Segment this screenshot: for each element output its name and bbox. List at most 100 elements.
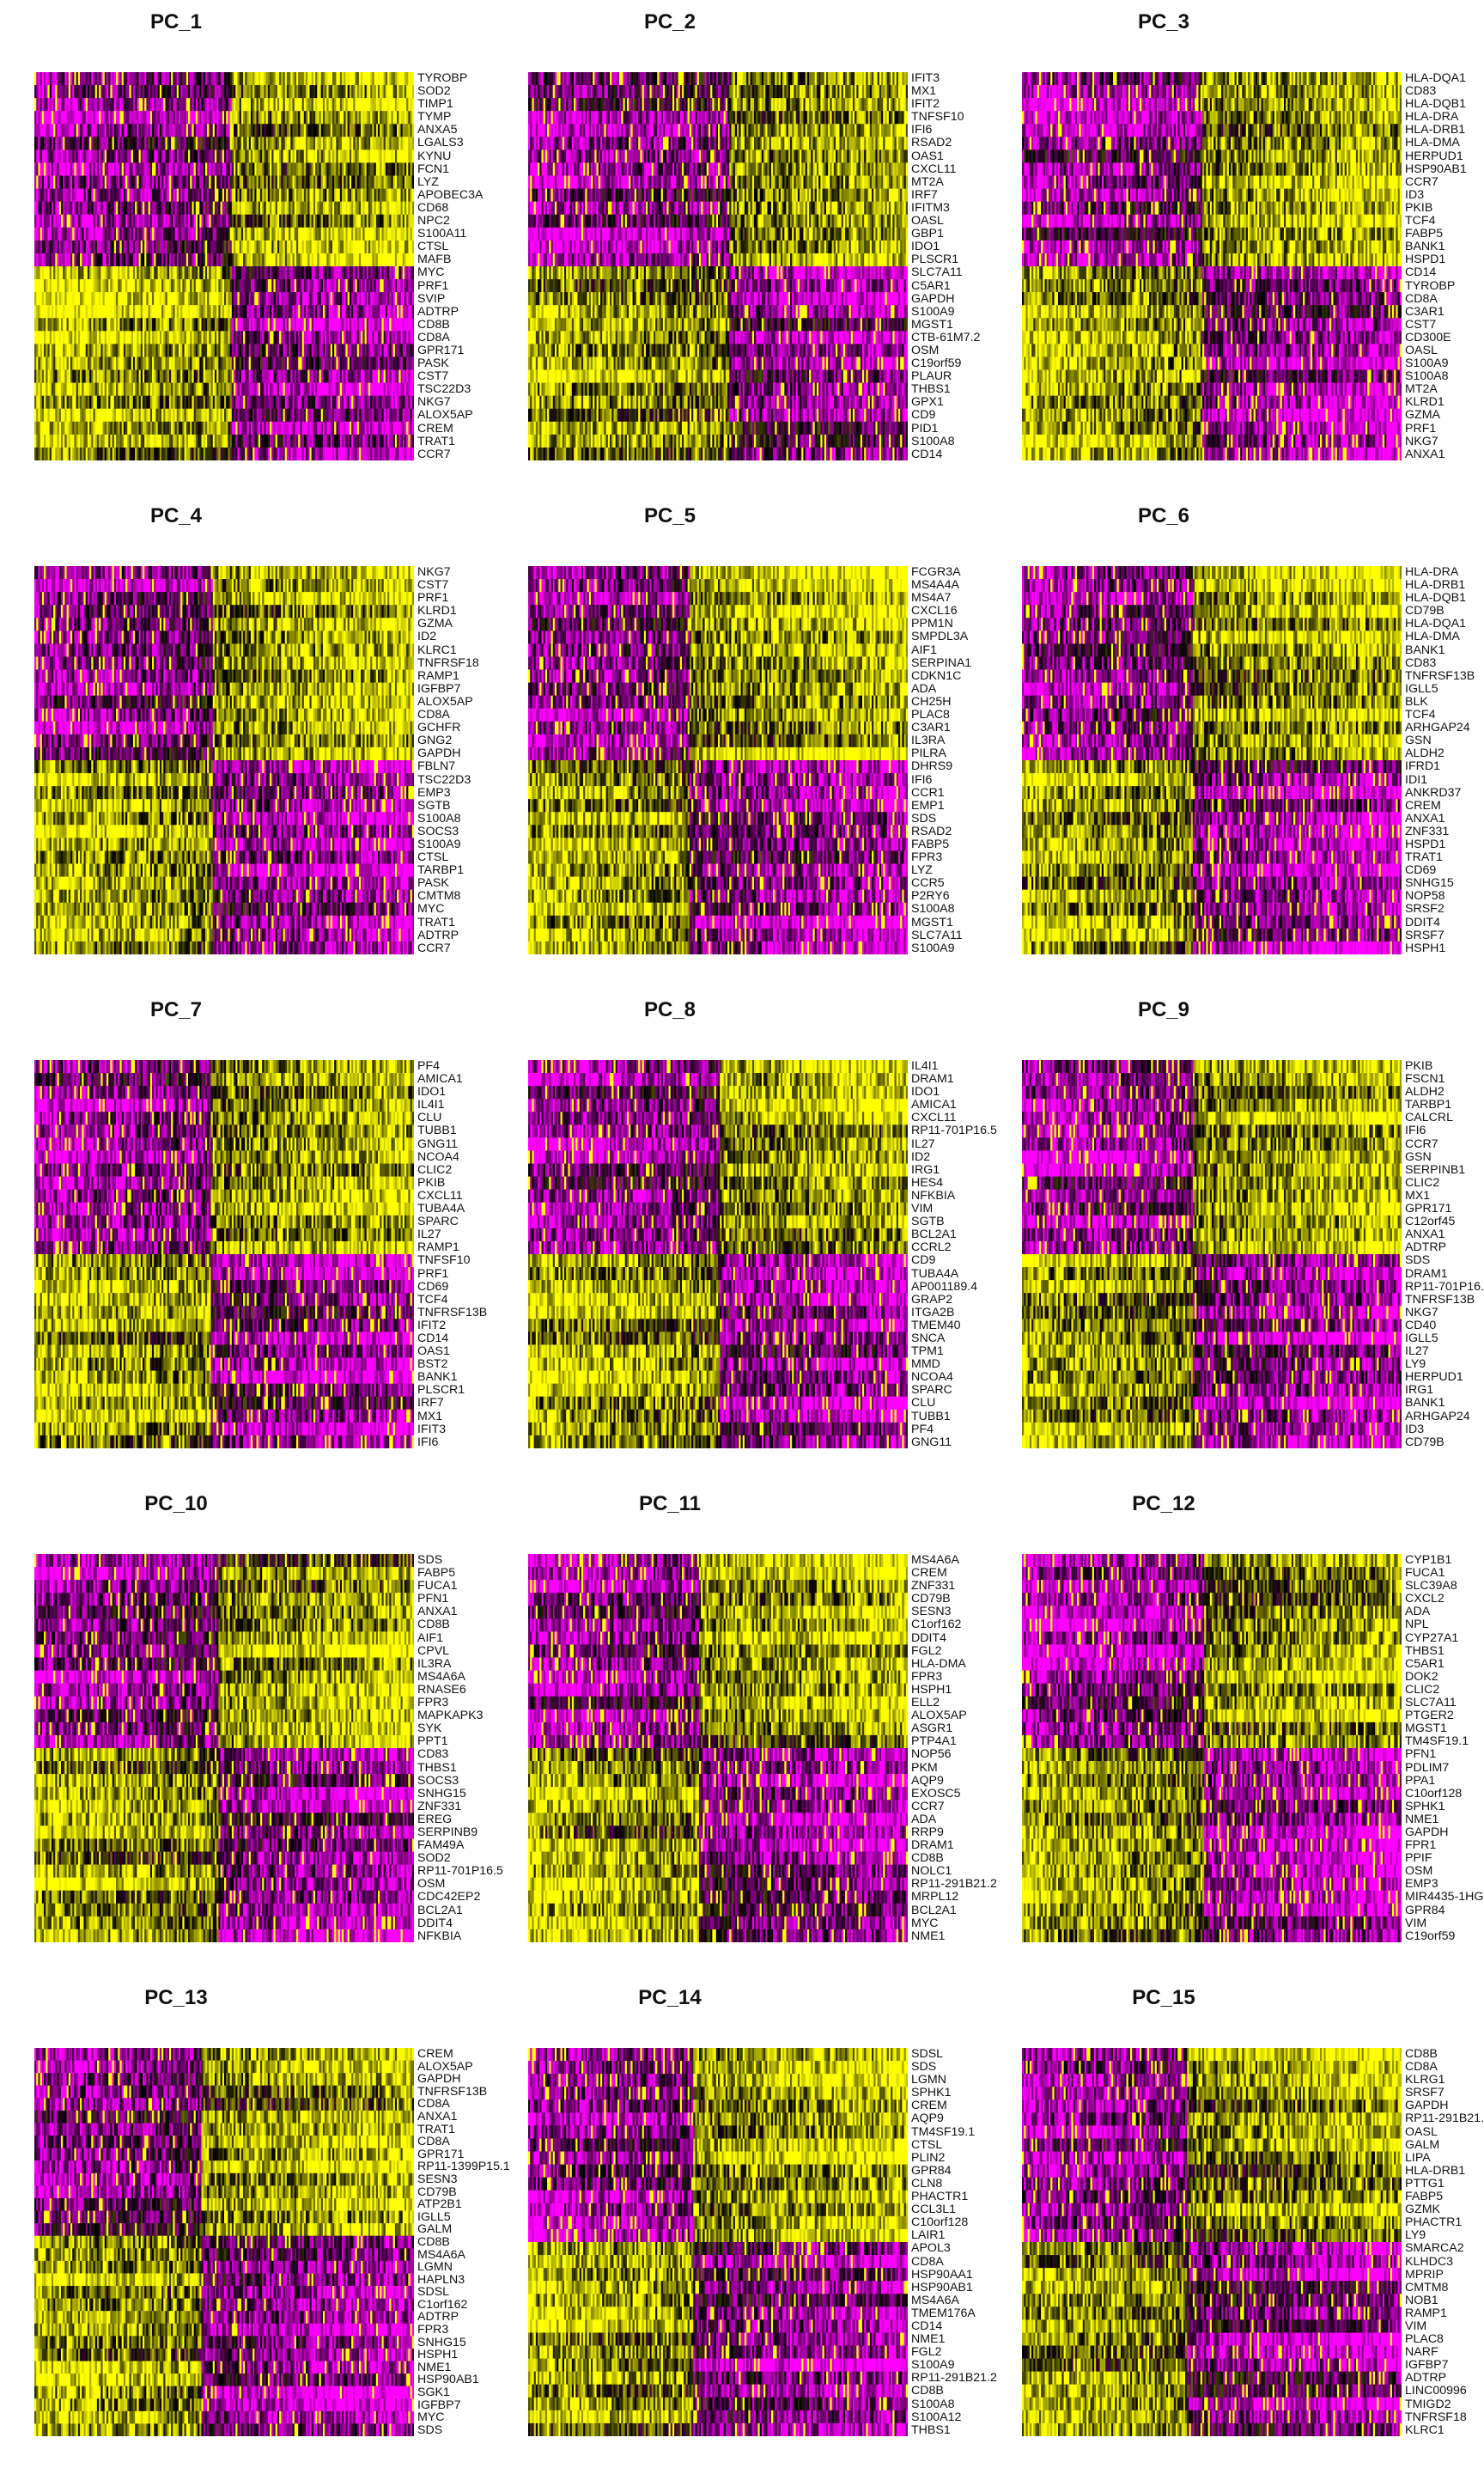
heatmap-row bbox=[528, 1319, 908, 1332]
heatmap-row bbox=[528, 318, 908, 332]
heatmap-row bbox=[34, 1124, 414, 1138]
heatmap-row bbox=[1022, 1137, 1402, 1151]
gene-label: CREM bbox=[1405, 800, 1484, 812]
gene-label: IGLL5 bbox=[1405, 1332, 1484, 1344]
heatmap-row bbox=[528, 370, 908, 384]
heatmap-row bbox=[34, 1606, 414, 1619]
heatmap-row bbox=[1022, 838, 1402, 851]
gene-label: GPR171 bbox=[1405, 1203, 1484, 1215]
heatmap-row bbox=[1022, 1580, 1402, 1593]
gene-label: IL27 bbox=[1405, 1345, 1484, 1357]
heatmap-row bbox=[34, 85, 414, 99]
gene-label: TNFRSF18 bbox=[1405, 2411, 1484, 2423]
heatmap-row bbox=[528, 1164, 908, 1178]
gene-label: IGFBP7 bbox=[1405, 2359, 1484, 2371]
gene-label: GPR84 bbox=[1405, 1904, 1484, 1916]
heatmap-row bbox=[528, 2138, 908, 2152]
gene-label: HLA-DQB1 bbox=[1405, 592, 1484, 604]
heatmap-row bbox=[34, 1371, 414, 1385]
heatmap-row bbox=[1022, 670, 1402, 684]
heatmap-row bbox=[34, 383, 414, 397]
heatmap-row bbox=[528, 643, 908, 657]
gene-label: CD8B bbox=[1405, 2048, 1484, 2060]
heatmap-row bbox=[528, 292, 908, 306]
heatmap-row bbox=[34, 696, 414, 710]
heatmap-panel: PC_12 CYP1B1 FUCA1 SLC39A8 CXCL2 ADA NPL CYP27A… bbox=[988, 1482, 1451, 1963]
heatmap-row bbox=[528, 409, 908, 423]
heatmap-row bbox=[1022, 279, 1402, 293]
heatmap-row bbox=[34, 643, 414, 657]
heatmap-row bbox=[528, 2048, 908, 2062]
heatmap-row bbox=[528, 605, 908, 618]
heatmap-row bbox=[34, 370, 414, 384]
heatmap-row bbox=[1022, 579, 1402, 593]
heatmap-row bbox=[1022, 2410, 1402, 2424]
heatmap-row bbox=[34, 292, 414, 306]
heatmap-row bbox=[528, 2372, 908, 2386]
panel-title: PC_8 bbox=[494, 998, 846, 1022]
heatmap-row bbox=[34, 1293, 414, 1307]
heatmap-row bbox=[34, 1813, 414, 1826]
gene-label: HERPUD1 bbox=[1405, 1371, 1484, 1383]
heatmap-row bbox=[1022, 1929, 1402, 1942]
heatmap-row bbox=[528, 1916, 908, 1930]
gene-label: TMIGD2 bbox=[1405, 2398, 1484, 2410]
panel-title: PC_6 bbox=[988, 504, 1340, 528]
heatmap-row bbox=[528, 2061, 908, 2075]
gene-label: SLC7A11 bbox=[1405, 1697, 1484, 1709]
heatmap-row bbox=[1022, 162, 1402, 176]
heatmap-row bbox=[528, 1722, 908, 1736]
heatmap-row bbox=[1022, 356, 1402, 370]
heatmap-row bbox=[1022, 1344, 1402, 1358]
heatmap-row bbox=[1022, 2294, 1402, 2307]
heatmap-row bbox=[528, 838, 908, 851]
heatmap-row bbox=[34, 2248, 414, 2261]
gene-label: CD79B bbox=[1405, 605, 1484, 617]
heatmap-row bbox=[1022, 1099, 1402, 1112]
heatmap-row bbox=[34, 2173, 414, 2186]
gene-label: KLRG1 bbox=[1405, 2074, 1484, 2086]
heatmap-row bbox=[1022, 1254, 1402, 1268]
heatmap-row bbox=[528, 111, 908, 125]
heatmap-row bbox=[34, 1644, 414, 1658]
heatmap-row bbox=[1022, 1384, 1402, 1398]
heatmap-row bbox=[1022, 1177, 1402, 1191]
heatmap-row bbox=[1022, 1241, 1402, 1255]
heatmap-row bbox=[528, 1060, 908, 1074]
heatmap-row bbox=[528, 72, 908, 86]
gene-label: C3AR1 bbox=[1405, 306, 1484, 318]
heatmap-row bbox=[34, 2111, 414, 2124]
gene-label: OASL bbox=[1405, 344, 1484, 356]
gene-label: CST7 bbox=[1405, 319, 1484, 331]
heatmap-row bbox=[34, 1658, 414, 1672]
heatmap-row bbox=[1022, 1904, 1402, 1917]
heatmap-row bbox=[528, 1852, 908, 1866]
heatmap-row bbox=[528, 877, 908, 891]
heatmap-row bbox=[528, 2306, 908, 2320]
gene-label: HSPH1 bbox=[1405, 942, 1484, 954]
heatmap-panel: PC_1 TYROBP SOD2 TIMP1 TYMP ANXA5 LGALS3 KYNU FC… bbox=[0, 0, 464, 481]
heatmap-panel: PC_14 SDSL SDS LGMN SPHK1 CREM AQP9 TM4SF19.1 CT… bbox=[494, 1976, 958, 2457]
gene-label: NKG7 bbox=[1405, 1307, 1484, 1319]
heatmap-row bbox=[528, 1254, 908, 1268]
heatmap-row bbox=[1022, 1916, 1402, 1930]
heatmap-row bbox=[1022, 1878, 1402, 1892]
heatmap-row bbox=[1022, 2385, 1402, 2398]
heatmap-row bbox=[1022, 1787, 1402, 1801]
heatmap-row bbox=[34, 2160, 414, 2173]
heatmap-row bbox=[528, 1904, 908, 1917]
heatmap-matrix bbox=[1022, 566, 1402, 954]
heatmap-row bbox=[528, 2099, 908, 2113]
heatmap-row bbox=[1022, 1891, 1402, 1904]
heatmap-row bbox=[34, 903, 414, 917]
gene-label: HLA-DRA bbox=[1405, 111, 1484, 123]
heatmap-row bbox=[528, 1567, 908, 1581]
heatmap-row bbox=[34, 799, 414, 813]
gene-label: HSP90AB1 bbox=[1405, 163, 1484, 175]
heatmap-row bbox=[1022, 890, 1402, 904]
heatmap-matrix bbox=[528, 2048, 908, 2436]
heatmap-row bbox=[34, 1697, 414, 1710]
heatmap-row bbox=[34, 1671, 414, 1685]
heatmap-row bbox=[1022, 1722, 1402, 1736]
heatmap-row bbox=[34, 1800, 414, 1813]
